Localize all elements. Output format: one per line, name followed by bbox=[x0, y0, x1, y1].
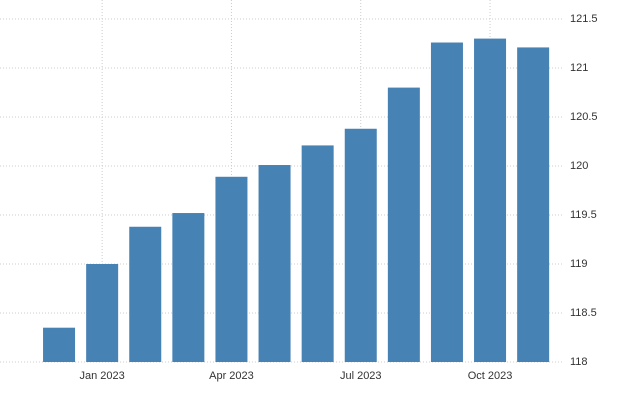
x-tick-label: Oct 2023 bbox=[468, 370, 513, 382]
y-tick-label: 120.5 bbox=[570, 111, 598, 123]
bar bbox=[301, 145, 334, 362]
y-tick-label: 119.5 bbox=[570, 209, 597, 221]
y-tick-label: 119 bbox=[570, 258, 588, 270]
y-tick-label: 118 bbox=[570, 356, 588, 368]
bar bbox=[172, 213, 205, 362]
bar bbox=[129, 226, 162, 362]
x-tick-label: Apr 2023 bbox=[209, 370, 254, 382]
x-tick-label: Jan 2023 bbox=[80, 370, 125, 382]
bar bbox=[474, 38, 507, 362]
bar bbox=[517, 47, 550, 363]
y-tick-label: 120 bbox=[570, 160, 588, 172]
bar bbox=[344, 128, 377, 362]
y-tick-label: 118.5 bbox=[570, 307, 597, 319]
y-tick-label: 121.5 bbox=[570, 13, 598, 25]
bar bbox=[430, 42, 463, 363]
bar bbox=[258, 165, 291, 362]
bar bbox=[43, 327, 76, 362]
bar bbox=[215, 176, 248, 362]
x-tick-label: Jul 2023 bbox=[340, 370, 382, 382]
y-tick-label: 121 bbox=[570, 62, 588, 74]
bar bbox=[86, 264, 119, 362]
bar bbox=[387, 87, 420, 362]
